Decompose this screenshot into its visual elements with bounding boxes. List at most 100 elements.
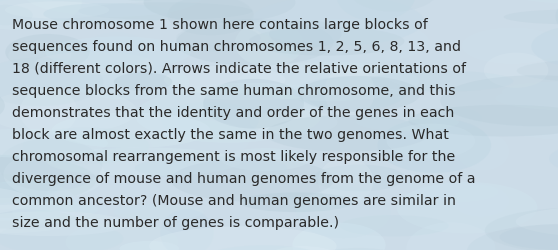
- Ellipse shape: [0, 0, 139, 1]
- Ellipse shape: [387, 124, 475, 159]
- Ellipse shape: [484, 53, 549, 88]
- Ellipse shape: [0, 222, 123, 250]
- Ellipse shape: [336, 0, 415, 22]
- Ellipse shape: [457, 133, 509, 171]
- Ellipse shape: [0, 58, 103, 106]
- Text: demonstrates that the identity and order of the genes in each: demonstrates that the identity and order…: [12, 106, 455, 120]
- Ellipse shape: [3, 151, 105, 199]
- Ellipse shape: [251, 0, 424, 47]
- Ellipse shape: [70, 65, 189, 100]
- Ellipse shape: [377, 118, 491, 173]
- Ellipse shape: [512, 119, 558, 142]
- Ellipse shape: [149, 226, 336, 250]
- Ellipse shape: [292, 223, 386, 250]
- Ellipse shape: [0, 212, 128, 236]
- Ellipse shape: [143, 0, 296, 24]
- Ellipse shape: [0, 154, 85, 184]
- Ellipse shape: [0, 89, 137, 134]
- Ellipse shape: [296, 187, 391, 238]
- Ellipse shape: [293, 248, 424, 250]
- Ellipse shape: [467, 225, 558, 250]
- Ellipse shape: [502, 82, 558, 103]
- Ellipse shape: [408, 106, 558, 137]
- Ellipse shape: [453, 185, 509, 217]
- Ellipse shape: [250, 110, 338, 135]
- Text: block are almost exactly the same in the two genomes. What: block are almost exactly the same in the…: [12, 128, 449, 141]
- Ellipse shape: [356, 114, 459, 132]
- Ellipse shape: [504, 10, 558, 26]
- Text: Mouse chromosome 1 shown here contains large blocks of: Mouse chromosome 1 shown here contains l…: [12, 18, 428, 32]
- Ellipse shape: [134, 157, 287, 180]
- Ellipse shape: [114, 73, 172, 92]
- Ellipse shape: [517, 60, 558, 82]
- Ellipse shape: [12, 201, 75, 224]
- Ellipse shape: [44, 4, 171, 26]
- Ellipse shape: [406, 222, 496, 250]
- Text: common ancestor? (Mouse and human genomes are similar in: common ancestor? (Mouse and human genome…: [12, 194, 456, 207]
- Ellipse shape: [150, 121, 249, 160]
- Ellipse shape: [340, 215, 449, 236]
- Ellipse shape: [114, 204, 204, 220]
- Ellipse shape: [369, 72, 513, 92]
- Ellipse shape: [0, 155, 96, 205]
- Ellipse shape: [549, 144, 558, 174]
- Ellipse shape: [0, 129, 108, 158]
- Ellipse shape: [222, 148, 310, 171]
- Ellipse shape: [324, 67, 375, 118]
- Ellipse shape: [171, 158, 334, 202]
- Ellipse shape: [176, 26, 261, 52]
- Text: sequences found on human chromosomes 1, 2, 5, 6, 8, 13, and: sequences found on human chromosomes 1, …: [12, 40, 461, 54]
- Ellipse shape: [0, 185, 32, 216]
- Ellipse shape: [8, 42, 71, 70]
- Ellipse shape: [119, 241, 179, 250]
- Ellipse shape: [35, 198, 108, 226]
- Ellipse shape: [269, 21, 342, 49]
- Ellipse shape: [0, 210, 77, 229]
- Ellipse shape: [348, 0, 439, 13]
- Text: 18 (different colors). Arrows indicate the relative orientations of: 18 (different colors). Arrows indicate t…: [12, 62, 466, 76]
- Ellipse shape: [516, 206, 558, 238]
- Ellipse shape: [203, 80, 304, 129]
- Ellipse shape: [84, 33, 149, 69]
- Ellipse shape: [265, 246, 341, 250]
- Ellipse shape: [100, 0, 181, 2]
- Ellipse shape: [555, 0, 558, 45]
- Text: chromosomal rearrangement is most likely responsible for the: chromosomal rearrangement is most likely…: [12, 150, 455, 164]
- Ellipse shape: [235, 22, 304, 67]
- Ellipse shape: [531, 26, 558, 68]
- Ellipse shape: [249, 28, 405, 56]
- Ellipse shape: [0, 0, 23, 5]
- Ellipse shape: [237, 62, 419, 102]
- Ellipse shape: [20, 88, 78, 136]
- Ellipse shape: [0, 198, 98, 221]
- Ellipse shape: [46, 177, 163, 215]
- Ellipse shape: [495, 86, 558, 112]
- Ellipse shape: [177, 84, 325, 101]
- Ellipse shape: [52, 113, 210, 148]
- Ellipse shape: [5, 2, 109, 20]
- Ellipse shape: [485, 208, 558, 250]
- Ellipse shape: [440, 76, 558, 127]
- Ellipse shape: [160, 209, 214, 250]
- Ellipse shape: [24, 0, 204, 18]
- Ellipse shape: [47, 148, 240, 177]
- Ellipse shape: [176, 20, 333, 67]
- Text: divergence of mouse and human genomes from the genome of a: divergence of mouse and human genomes fr…: [12, 172, 476, 185]
- Ellipse shape: [45, 37, 191, 70]
- Ellipse shape: [0, 86, 5, 126]
- Ellipse shape: [294, 77, 406, 111]
- Ellipse shape: [461, 28, 558, 65]
- Ellipse shape: [499, 224, 558, 250]
- Ellipse shape: [397, 182, 537, 234]
- Ellipse shape: [79, 3, 253, 21]
- Ellipse shape: [299, 76, 420, 112]
- Ellipse shape: [0, 139, 102, 191]
- Ellipse shape: [5, 35, 90, 71]
- Ellipse shape: [0, 181, 76, 221]
- Ellipse shape: [65, 222, 179, 250]
- Ellipse shape: [5, 0, 147, 2]
- Ellipse shape: [265, 116, 429, 152]
- Ellipse shape: [267, 19, 429, 65]
- Ellipse shape: [240, 192, 353, 212]
- Ellipse shape: [0, 174, 59, 205]
